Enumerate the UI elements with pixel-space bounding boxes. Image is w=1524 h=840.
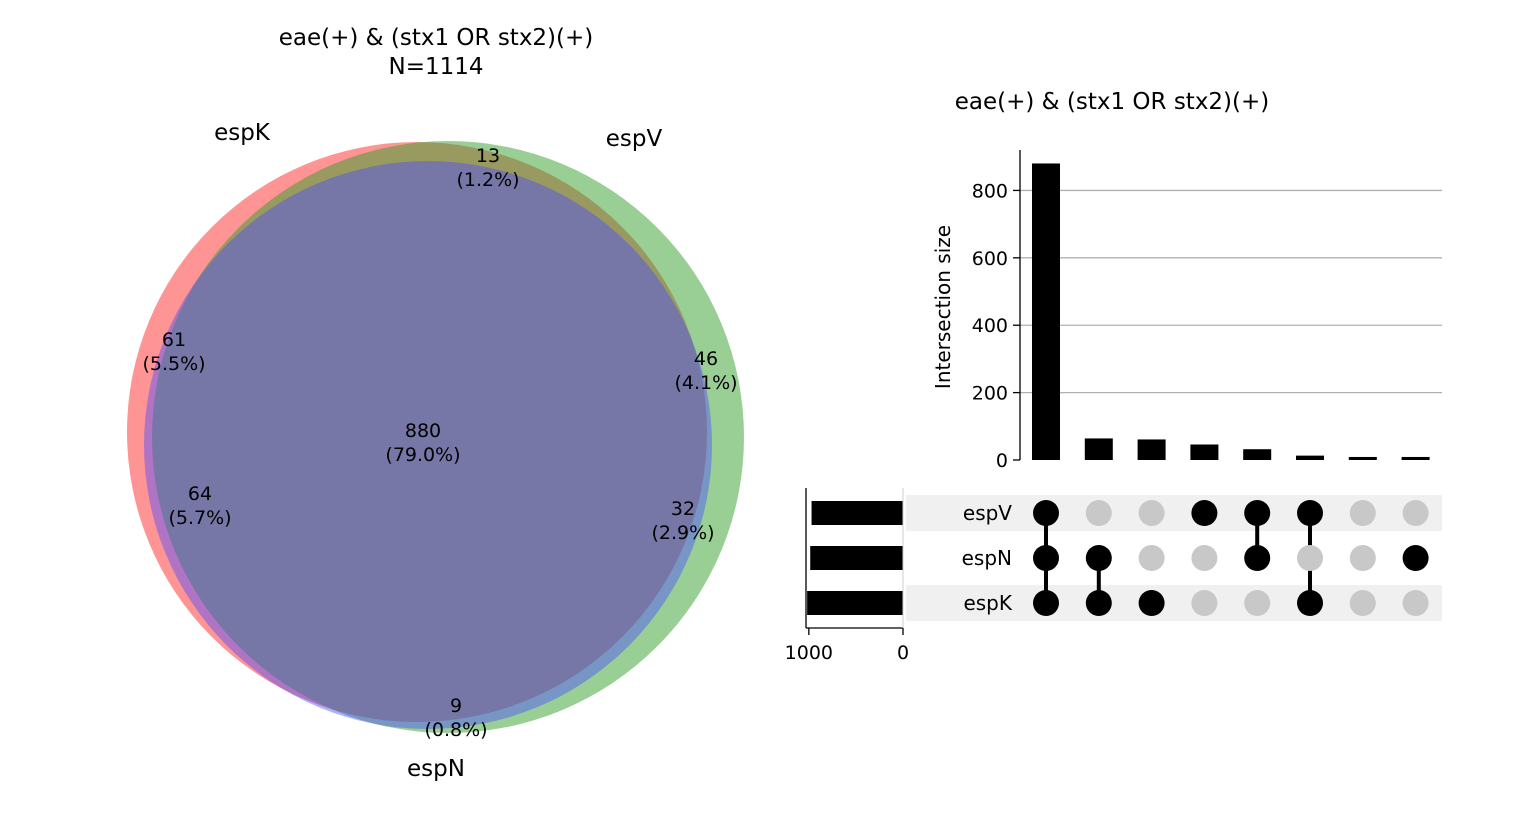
matrix-dot-empty [1191,590,1218,616]
matrix-dot-filled [1033,590,1059,616]
venn-region-count: 46 [694,348,718,370]
matrix-dot-filled [1033,500,1059,526]
venn-region-count: 9 [450,695,462,717]
intersection-bar [1243,449,1272,460]
matrix-dot-filled [1244,545,1271,571]
venn-set-label-espn: espN [407,756,465,782]
venn-subtitle: N=1114 [388,54,483,80]
upset-marks: 0 200 400 600 800 espV espN espK 1000 0 [785,150,1442,664]
matrix-dot-filled [1244,500,1271,526]
y-tick-label: 600 [972,248,1008,270]
matrix-row-label: espV [963,501,1012,525]
venn-circle-espv [152,141,744,733]
x-tick-label: 0 [897,642,909,664]
upset-title: eae(+) & (stx1 OR stx2)(+) [955,89,1270,115]
intersection-bar [1137,439,1166,460]
y-tick-label: 0 [996,450,1008,472]
matrix-dot-empty [1402,500,1429,526]
matrix-dot-filled [1402,545,1429,571]
venn-circle-espn [144,161,712,729]
venn-region-count: 64 [188,483,212,505]
matrix-dot-empty [1085,500,1112,526]
venn-region-count: 13 [476,145,500,167]
intersection-bar [1401,456,1430,460]
intersection-bar [1032,163,1060,460]
matrix-dot-filled [1085,545,1112,571]
x-tick-label: 1000 [785,642,833,664]
venn-set-label-espv: espV [606,126,663,152]
matrix-dot-empty [1349,545,1376,571]
venn-region-count: 880 [405,420,441,442]
matrix-dot-empty [1138,500,1165,526]
upset-ylabel: Intersection size [931,225,955,389]
matrix-dot-empty [1244,590,1271,616]
matrix-dot-filled [1297,500,1323,526]
matrix-dot-empty [1138,545,1165,571]
matrix-row-label: espK [963,591,1012,615]
y-tick-label: 200 [972,383,1008,405]
venn-region-count: 32 [671,498,695,520]
y-tick-label: 400 [972,315,1008,337]
venn-region-count: 61 [162,329,186,351]
venn-set-label-espk: espK [214,120,271,146]
venn-title: eae(+) & (stx1 OR stx2)(+) [279,25,594,51]
intersection-bar [1348,456,1377,460]
matrix-dot-empty [1191,545,1218,571]
intersection-bar [1084,438,1113,460]
venn-region-pct: (5.5%) [142,353,205,375]
venn-region-pct: (2.9%) [651,522,714,544]
matrix-dot-filled [1033,545,1059,571]
venn-region-pct: (0.8%) [424,719,487,741]
venn-region-pct: (79.0%) [385,444,460,466]
matrix-dot-empty [1349,500,1376,526]
matrix-dot-filled [1297,590,1323,616]
matrix-dot-filled [1085,590,1112,616]
matrix-dot-empty [1297,545,1323,571]
intersection-bar [1190,444,1219,460]
venn-region-pct: (1.2%) [456,169,519,191]
matrix-dot-filled [1138,590,1165,616]
matrix-dot-empty [1402,590,1429,616]
intersection-bar [1296,455,1324,460]
matrix-dot-filled [1191,500,1218,526]
y-tick-label: 800 [972,180,1008,202]
set-size-bar [807,591,903,615]
set-size-bar [811,501,903,525]
matrix-dot-empty [1349,590,1376,616]
venn-diagram: eae(+) & (stx1 OR stx2)(+) N=1114 espK e… [127,25,744,782]
matrix-row-label: espN [962,546,1012,570]
set-size-bar [810,546,903,570]
upset-plot: eae(+) & (stx1 OR stx2)(+) Intersection … [785,89,1442,664]
venn-region-pct: (5.7%) [168,507,231,529]
venn-region-pct: (4.1%) [674,372,737,394]
